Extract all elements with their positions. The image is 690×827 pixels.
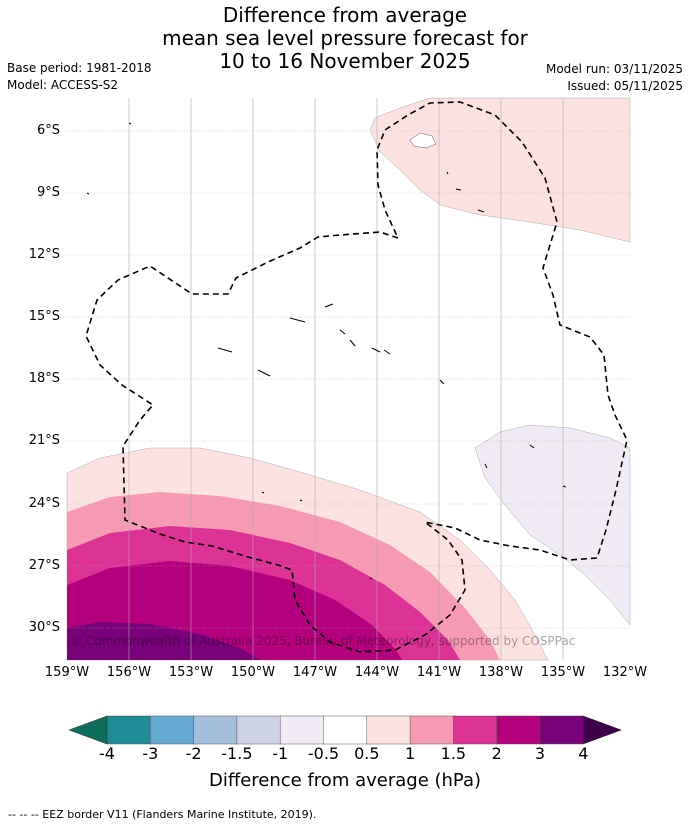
colorbar-segment <box>453 715 498 745</box>
lat-label: 9°S <box>36 185 60 200</box>
lat-label: 27°S <box>28 558 60 573</box>
lon-label: 135°W <box>540 665 586 680</box>
colorbar-low-extend <box>68 715 108 745</box>
lon-label: 156°W <box>106 665 152 680</box>
colorbar-tick-label: 1 <box>405 744 416 763</box>
colorbar-tick-label: 0.5 <box>354 744 380 763</box>
colorbar-segment <box>106 715 152 745</box>
lon-label: 153°W <box>168 665 214 680</box>
colorbar-segment <box>323 715 368 745</box>
colorbar-tick-label: 4 <box>578 744 589 763</box>
colorbar-tick-label: -1 <box>272 744 289 763</box>
pressure-anomaly-shading <box>66 97 631 661</box>
copyright-notice: © Commonwealth of Australia 2025, Bureau… <box>70 634 576 648</box>
base-period: Base period: 1981-2018 <box>7 61 152 75</box>
colorbar-tick-label: -2 <box>185 744 202 763</box>
lon-label: 138°W <box>478 665 524 680</box>
colorbar-segment <box>539 715 585 745</box>
colorbar-tick-label: -3 <box>142 744 159 763</box>
colorbar-segment <box>150 715 195 745</box>
title-line-3: 10 to 16 November 2025 <box>219 49 471 73</box>
eez-border <box>85 101 628 653</box>
lon-label: 159°W <box>44 665 90 680</box>
colorbar-label: Difference from average (hPa) <box>208 770 482 791</box>
lat-label: 30°S <box>28 620 60 635</box>
colorbar <box>68 715 623 745</box>
issued-date: Issued: 05/11/2025 <box>567 79 683 93</box>
colorbar-tick-label: 1.5 <box>440 744 467 763</box>
colorbar-high-extend <box>583 715 623 745</box>
model-name: Model: ACCESS-S2 <box>7 78 119 92</box>
lon-label: 141°W <box>416 665 462 680</box>
lat-label: 6°S <box>36 123 60 138</box>
negative-anomaly-east <box>474 424 631 626</box>
model-run: Model run: 03/11/2025 <box>545 62 683 76</box>
islands <box>86 122 567 580</box>
lon-label: 147°W <box>292 665 338 680</box>
lon-label: 144°W <box>354 665 400 680</box>
lat-label: 12°S <box>28 247 60 262</box>
colorbar-tick-label: -0.5 <box>307 744 340 763</box>
colorbar-segment <box>279 715 325 745</box>
colorbar-segment <box>409 715 455 745</box>
colorbar-tick-label: 3 <box>534 744 546 763</box>
colorbar-segment <box>366 715 411 745</box>
lat-label: 15°S <box>28 309 60 324</box>
eez-legend: -- -- -- EEZ border V11 (Flanders Marine… <box>8 808 317 821</box>
title-line-1: Difference from average <box>222 3 468 27</box>
lat-label: 24°S <box>28 496 60 511</box>
graticule <box>67 98 630 660</box>
title-line-2: mean sea level pressure forecast for <box>162 26 528 50</box>
lat-label: 21°S <box>28 433 60 448</box>
colorbar-tick-label: 2 <box>491 744 502 763</box>
lat-label: 18°S <box>28 371 60 386</box>
colorbar-segment <box>236 715 281 745</box>
colorbar-segment <box>193 715 238 745</box>
lon-label: 150°W <box>230 665 276 680</box>
colorbar-tick-label: -1.5 <box>221 744 253 763</box>
colorbar-tick-label: -4 <box>99 744 115 763</box>
positive-anomaly-north <box>369 97 631 243</box>
lon-label: 132°W <box>602 665 648 680</box>
colorbar-segment <box>496 715 541 745</box>
anomaly-3 <box>67 622 260 660</box>
